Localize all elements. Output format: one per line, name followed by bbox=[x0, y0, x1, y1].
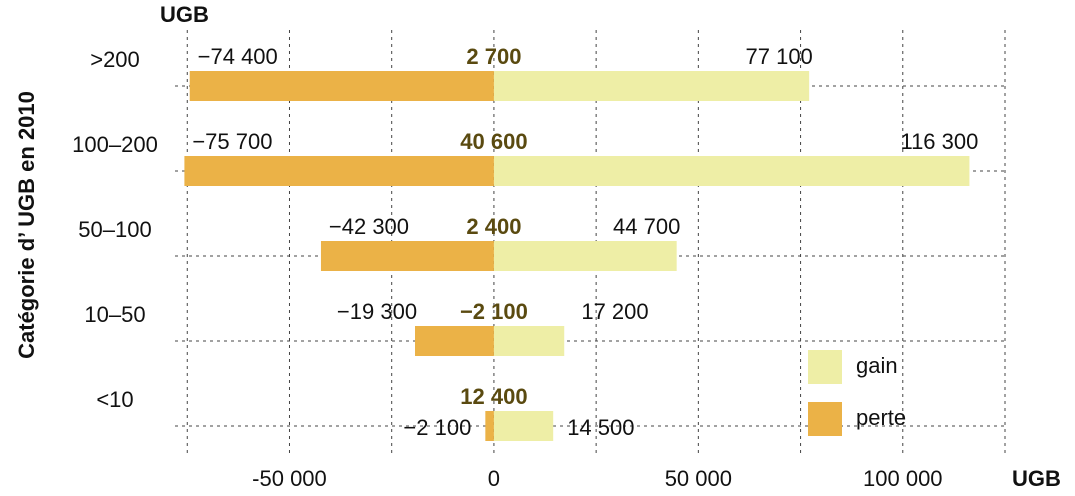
value-label: 17 200 bbox=[581, 299, 648, 324]
bar bbox=[184, 156, 494, 186]
net-label: 2 700 bbox=[466, 44, 521, 69]
bar bbox=[493, 156, 970, 186]
bar bbox=[493, 241, 677, 271]
bar bbox=[415, 326, 494, 356]
category-label: <10 bbox=[96, 387, 133, 412]
value-label: 77 100 bbox=[746, 44, 813, 69]
value-label: 116 300 bbox=[900, 129, 978, 154]
category-label: 10–50 bbox=[84, 302, 145, 327]
bar bbox=[493, 411, 554, 441]
legend-swatch bbox=[808, 402, 842, 436]
net-label: 2 400 bbox=[466, 214, 521, 239]
net-label: 12 400 bbox=[460, 384, 527, 409]
value-label: −19 300 bbox=[337, 299, 417, 324]
value-label: −75 700 bbox=[192, 129, 272, 154]
legend-swatch bbox=[808, 350, 842, 384]
category-label: >200 bbox=[90, 47, 140, 72]
legend-label: perte bbox=[856, 405, 906, 430]
value-label: 44 700 bbox=[613, 214, 680, 239]
x-tick-label: 100 000 bbox=[863, 466, 943, 491]
value-label: −74 400 bbox=[198, 44, 278, 69]
x-tick-label: -50 000 bbox=[252, 466, 327, 491]
x-axis-label: UGB bbox=[1012, 466, 1061, 491]
bar bbox=[485, 411, 494, 441]
value-label: −2 100 bbox=[403, 415, 471, 440]
y-axis-label: Catégorie d’ UGB en 2010 bbox=[14, 91, 39, 359]
bar bbox=[320, 241, 494, 271]
category-label: 100–200 bbox=[72, 132, 158, 157]
net-label: 40 600 bbox=[460, 129, 527, 154]
net-label: −2 100 bbox=[460, 299, 528, 324]
top-unit-label: UGB bbox=[160, 2, 209, 27]
value-label: −42 300 bbox=[329, 214, 409, 239]
value-label: 14 500 bbox=[567, 415, 634, 440]
bar bbox=[189, 71, 494, 101]
category-label: 50–100 bbox=[78, 217, 151, 242]
bar bbox=[493, 71, 810, 101]
bar bbox=[493, 326, 565, 356]
legend-label: gain bbox=[856, 353, 898, 378]
x-tick-label: 50 000 bbox=[665, 466, 732, 491]
x-tick-label: 0 bbox=[488, 466, 500, 491]
